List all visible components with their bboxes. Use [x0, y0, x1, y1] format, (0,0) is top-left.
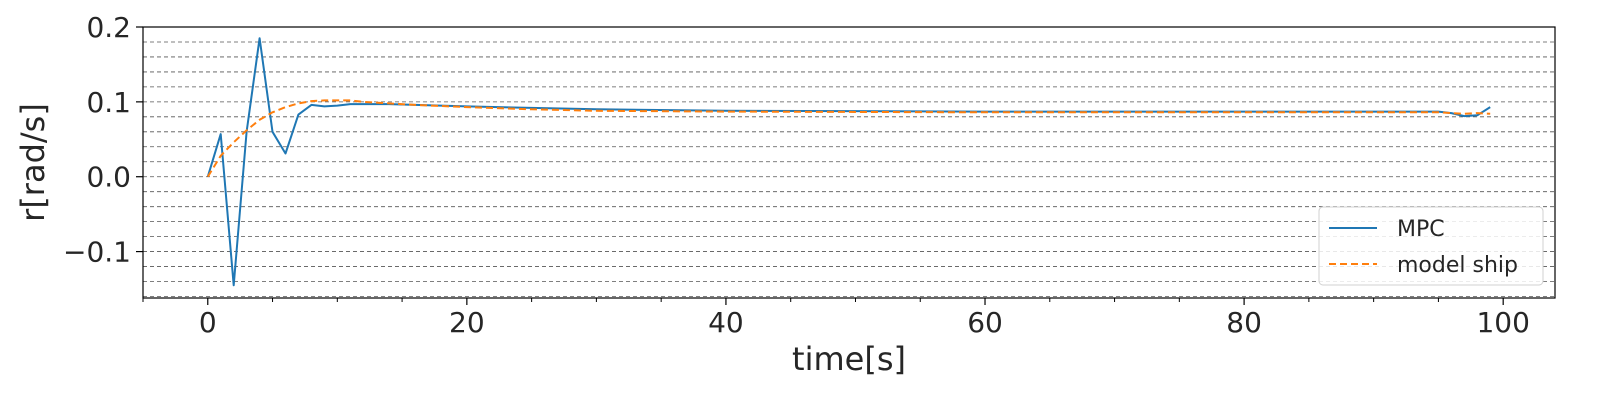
legend-label-mpc: MPC	[1397, 217, 1445, 242]
series-line-0	[206, 37, 1491, 287]
y-tick-label: −0.1	[63, 236, 131, 269]
legend: MPC model ship	[1318, 206, 1544, 286]
y-tick-label: 0.1	[86, 86, 131, 119]
x-tick-label: 60	[967, 306, 1003, 339]
plot-frame	[142, 26, 1556, 299]
legend-box	[1318, 206, 1544, 286]
x-tick-label: 0	[199, 306, 217, 339]
x-tick-label: 20	[449, 306, 485, 339]
y-axis-label: r[rad/s]	[14, 103, 52, 222]
x-axis-label: time[s]	[792, 340, 906, 378]
y-tick-label: 0.0	[86, 161, 131, 194]
x-tick-label: 100	[1476, 306, 1529, 339]
series-line-1	[206, 99, 1491, 178]
x-tick-label: 40	[708, 306, 744, 339]
legend-label-model-ship: model ship	[1397, 253, 1518, 278]
y-tick-label: 0.2	[86, 11, 131, 44]
axis-ticks: 0 20 40 60 80 100 −0.1 0.0 0.1 0.2	[63, 11, 1530, 339]
series-layer	[206, 37, 1491, 287]
x-tick-label: 80	[1226, 306, 1262, 339]
